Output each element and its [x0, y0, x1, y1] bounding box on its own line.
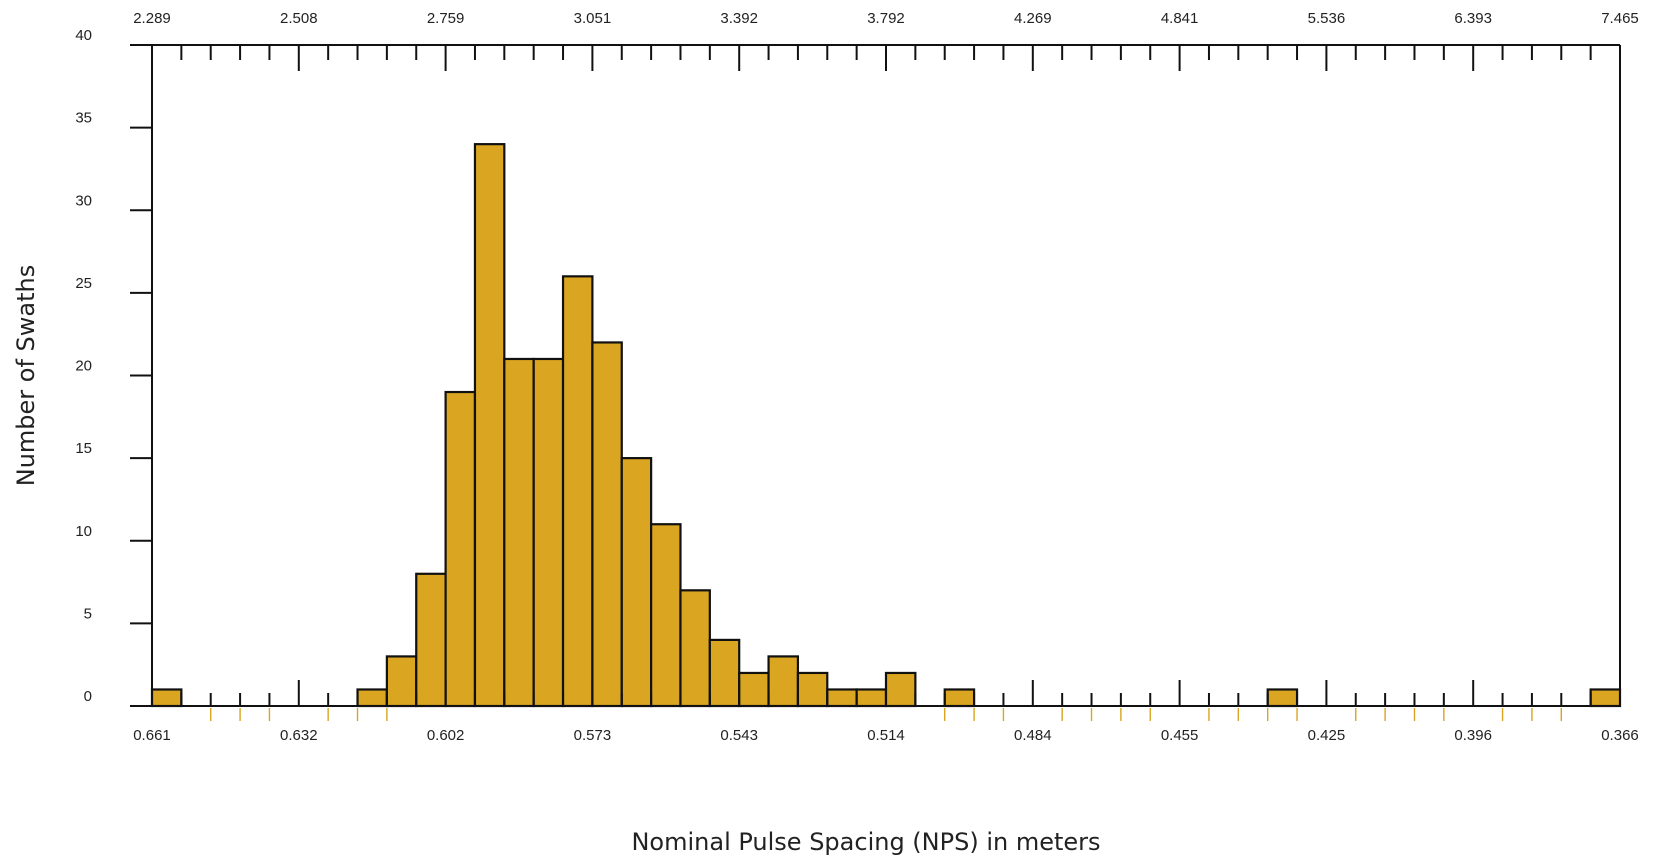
x-tick-label: 0.632 — [280, 727, 318, 744]
bar — [796, 671, 829, 708]
bar — [561, 275, 594, 708]
x-tick-label: 0.484 — [1014, 727, 1052, 744]
bar — [356, 688, 388, 708]
bar — [1266, 688, 1299, 708]
x-tick-label: 0.602 — [427, 727, 465, 744]
bar — [150, 688, 183, 708]
y-tick-label: 20 — [75, 358, 92, 375]
axes-layer — [130, 44, 1621, 721]
y-tick-label: 25 — [75, 275, 92, 292]
bar — [679, 589, 711, 708]
x-tick-label: 0.425 — [1308, 727, 1346, 744]
bar — [650, 523, 682, 708]
bar — [444, 390, 477, 708]
y-axis-title: Number of Swaths — [12, 265, 40, 487]
top-x-tick-label: 6.393 — [1454, 10, 1492, 27]
bar — [943, 688, 976, 708]
x-tick-label: 0.366 — [1601, 727, 1639, 744]
x-tick-label: 0.661 — [133, 727, 171, 744]
y-tick-label: 35 — [75, 110, 92, 127]
top-x-tick-label: 3.392 — [720, 10, 758, 27]
bar — [1589, 688, 1622, 708]
bar — [385, 655, 418, 708]
top-x-tick-label: 3.792 — [867, 10, 905, 27]
y-tick-label: 10 — [75, 523, 92, 540]
x-tick-label: 0.396 — [1454, 727, 1492, 744]
bar — [591, 341, 623, 708]
bars-layer — [150, 143, 1622, 708]
labels-layer: 0 5 10 15 20 25 30 35 40 0.661 2.289 0.632 2.508 0.60… — [75, 10, 1638, 744]
x-axis-title: Nominal Pulse Spacing (NPS) in meters — [631, 828, 1100, 856]
y-tick-label: 5 — [84, 605, 92, 622]
top-x-tick-label: 2.759 — [427, 10, 465, 27]
y-tick-label: 30 — [75, 192, 92, 209]
x-tick-label: 0.573 — [574, 727, 612, 744]
y-tick-label: 15 — [75, 440, 92, 457]
bar — [767, 655, 800, 708]
bar — [473, 143, 506, 708]
bar — [826, 688, 858, 708]
top-x-tick-label: 4.269 — [1014, 10, 1052, 27]
bar — [884, 671, 917, 708]
bar — [620, 457, 653, 708]
bar — [532, 357, 565, 708]
top-x-tick-label: 4.841 — [1161, 10, 1199, 27]
x-tick-label: 0.543 — [720, 727, 758, 744]
y-tick-label: 40 — [75, 27, 92, 44]
bar — [503, 357, 535, 708]
bar — [738, 671, 770, 708]
top-x-tick-label: 2.508 — [280, 10, 318, 27]
top-x-tick-label: 5.536 — [1308, 10, 1346, 27]
bar — [415, 572, 447, 708]
top-x-tick-label: 2.289 — [133, 10, 171, 27]
x-tick-label: 0.514 — [867, 727, 905, 744]
bar — [708, 638, 741, 708]
bar — [855, 688, 888, 708]
top-x-tick-label: 7.465 — [1601, 10, 1639, 27]
y-tick-label: 0 — [84, 688, 92, 705]
top-x-tick-label: 3.051 — [574, 10, 612, 27]
x-tick-label: 0.455 — [1161, 727, 1199, 744]
